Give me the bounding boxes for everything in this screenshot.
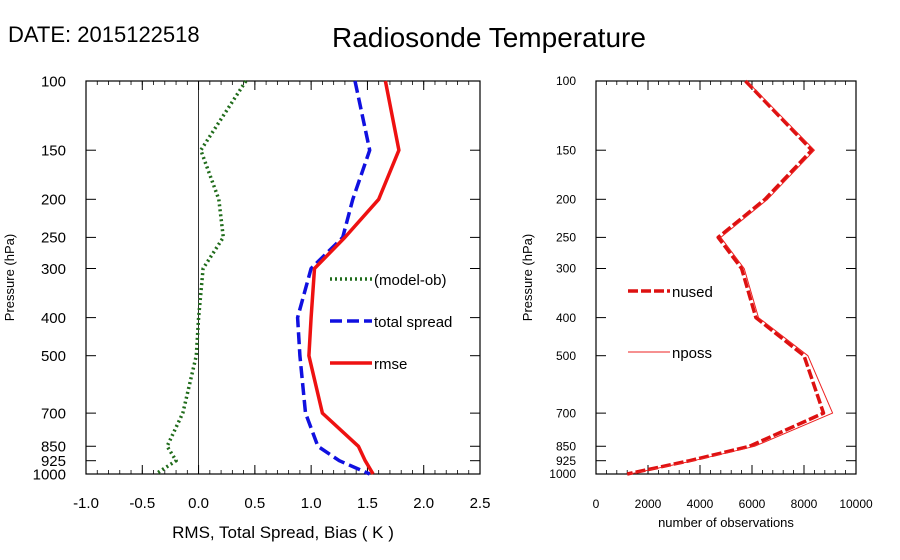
left-plot-frame [85, 80, 481, 475]
right-panel: 0 2000 4000 6000 8000 10000 100 150 200 250 300 400… [520, 74, 873, 530]
right-y-tick-label: 850 [556, 439, 576, 453]
legend-label-rmse: rmse [374, 356, 407, 373]
left-y-tick-label: 100 [41, 73, 66, 90]
left-x-tick-label: 1.0 [301, 495, 322, 512]
left-y-axis-title: Pressure (hPa) [2, 234, 17, 321]
right-y-tick-label: 700 [556, 406, 576, 420]
right-plot-frame [595, 80, 857, 475]
left-panel: -1.0 -0.5 0.0 0.5 1.0 1.5 2.0 2.5 100 150 200 250 30… [2, 73, 490, 542]
left-x-tick-label: 1.5 [357, 495, 378, 512]
left-x-tick-label: 2.5 [470, 495, 491, 512]
right-y-tick-label: 300 [556, 262, 576, 276]
left-x-tick-label: 0.5 [244, 495, 265, 512]
left-x-tick-label: 2.0 [413, 495, 434, 512]
legend-label-total-spread: total spread [374, 314, 452, 331]
right-y-axis-title: Pressure (hPa) [520, 234, 535, 321]
right-x-tick-label: 8000 [791, 497, 818, 511]
right-y-tick-label: 250 [556, 231, 576, 245]
right-y-tick-label: 1000 [549, 467, 576, 481]
right-y-tick-label: 400 [556, 311, 576, 325]
left-y-tick-label: 250 [41, 230, 66, 247]
right-x-tick-label: 0 [593, 497, 600, 511]
legend-label-nposs: nposs [672, 345, 712, 362]
left-y-tick-label: 1000 [33, 466, 66, 483]
left-x-tick-label: -0.5 [129, 495, 155, 512]
right-x-tick-label: 6000 [739, 497, 766, 511]
left-x-axis-title: RMS, Total Spread, Bias ( K ) [172, 523, 394, 542]
date-label: DATE: 2015122518 [8, 22, 200, 47]
right-x-tick-label: 4000 [687, 497, 714, 511]
series-line-nused [626, 79, 826, 476]
right-y-tick-label: 100 [556, 74, 576, 88]
left-y-tick-label: 700 [41, 405, 66, 422]
series-line-total-spread [295, 80, 372, 476]
left-y-tick-label: 500 [41, 348, 66, 365]
left-y-tick-label: 150 [41, 142, 66, 159]
right-y-tick-label: 925 [556, 454, 576, 468]
right-y-tick-label: 150 [556, 143, 576, 157]
right-x-axis-title: number of observations [658, 515, 794, 530]
left-y-tick-label: 925 [41, 453, 66, 470]
left-y-tick-label: 200 [41, 192, 66, 209]
series-line-model-ob [154, 80, 248, 476]
right-x-tick-label: 10000 [839, 497, 873, 511]
left-y-tick-label: 850 [41, 439, 66, 456]
legend-label-model-ob: (model-ob) [374, 272, 447, 289]
left-y-tick-label: 400 [41, 310, 66, 327]
chart-title: Radiosonde Temperature [332, 22, 646, 53]
right-y-tick-label: 500 [556, 349, 576, 363]
right-x-tick-label: 2000 [635, 497, 662, 511]
left-y-tick-label: 300 [41, 261, 66, 278]
left-x-tick-label: 0.0 [188, 495, 209, 512]
left-x-tick-label: -1.0 [73, 495, 99, 512]
legend-label-nused: nused [672, 284, 713, 301]
right-y-tick-label: 200 [556, 193, 576, 207]
